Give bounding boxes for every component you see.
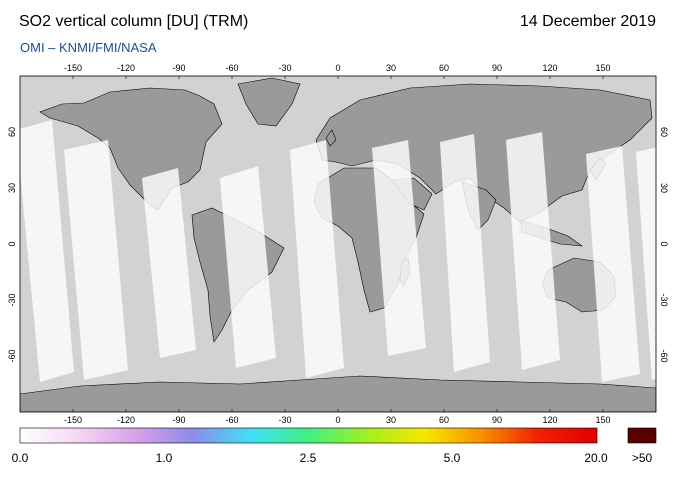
lon-tick-label-bottom: 150 bbox=[595, 415, 610, 425]
colorbar-label-2: 2.5 bbox=[299, 451, 317, 465]
lat-tick-label-right: 60 bbox=[659, 127, 669, 137]
lon-tick-label-bottom: -90 bbox=[172, 415, 185, 425]
lat-tick-label-right: -30 bbox=[659, 293, 669, 306]
lon-tick-label-bottom: 120 bbox=[542, 415, 557, 425]
lat-tick-label-left: 30 bbox=[7, 183, 17, 193]
lat-tick-label-left: -60 bbox=[7, 349, 17, 362]
lon-tick-label-top: -30 bbox=[278, 63, 291, 73]
lon-tick-label-top: -150 bbox=[64, 63, 82, 73]
lon-tick-label-top: 150 bbox=[595, 63, 610, 73]
lon-tick-label-top: 90 bbox=[492, 63, 502, 73]
colorbar-label-1: 1.0 bbox=[155, 451, 173, 465]
map-date: 14 December 2019 bbox=[519, 13, 656, 30]
lon-tick-label-top: -60 bbox=[225, 63, 238, 73]
lon-tick-label-top: -90 bbox=[172, 63, 185, 73]
lon-tick-label-top: -120 bbox=[117, 63, 135, 73]
lon-tick-label-top: 0 bbox=[335, 63, 340, 73]
colorbar-overflow-label: >50 bbox=[631, 451, 653, 465]
lon-tick-label-bottom: -30 bbox=[278, 415, 291, 425]
land-greenland bbox=[237, 77, 301, 127]
satellite-swaths bbox=[20, 120, 656, 382]
lon-tick-label-bottom: 0 bbox=[335, 415, 340, 425]
lon-tick-label-top: 60 bbox=[439, 63, 449, 73]
lon-tick-label-top: 120 bbox=[542, 63, 557, 73]
lat-tick-label-right: 0 bbox=[659, 241, 669, 246]
lat-tick-label-right: -60 bbox=[659, 349, 669, 362]
colorbar-label-0: 0.0 bbox=[11, 451, 29, 465]
lon-tick-label-bottom: -120 bbox=[117, 415, 135, 425]
lon-tick-label-bottom: -150 bbox=[64, 415, 82, 425]
colorbar-overflow-box bbox=[627, 427, 657, 444]
graticule-ticks: -150 -150 -120 -120 -90 -90 -60 -60 -30 -30 0 0 30 30… bbox=[7, 63, 669, 425]
colorbar-label-4: 20.0 bbox=[584, 451, 608, 465]
land-british-isles bbox=[325, 129, 337, 147]
colorbar-label-3: 5.0 bbox=[443, 451, 461, 465]
lon-tick-label-bottom: 30 bbox=[386, 415, 396, 425]
lat-tick-label-left: 0 bbox=[7, 241, 17, 246]
map-title: SO2 vertical column [DU] (TRM) bbox=[19, 13, 249, 30]
lat-tick-label-left: -30 bbox=[7, 293, 17, 306]
lon-tick-label-bottom: 60 bbox=[439, 415, 449, 425]
lon-tick-label-top: 30 bbox=[386, 63, 396, 73]
lon-tick-label-bottom: -60 bbox=[225, 415, 238, 425]
map-credit: OMI – KNMI/FMI/NASA bbox=[20, 40, 157, 55]
land-antarctica bbox=[20, 375, 656, 412]
lat-tick-label-left: 60 bbox=[7, 127, 17, 137]
lon-tick-label-bottom: 90 bbox=[492, 415, 502, 425]
colorbar-gradient bbox=[19, 427, 598, 444]
lat-tick-label-right: 30 bbox=[659, 183, 669, 193]
